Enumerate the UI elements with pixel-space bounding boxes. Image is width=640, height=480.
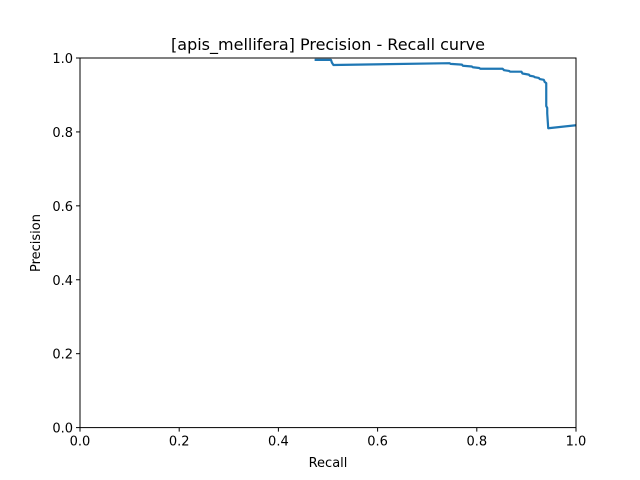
- axes-frame: [79, 57, 577, 429]
- chart-title: [apis_mellifera] Precision - Recall curv…: [171, 35, 485, 55]
- pr-curve-line: [314, 58, 577, 130]
- x-tick-label: 0.6: [367, 435, 388, 450]
- plot-area: 0.0 0.2 0.4 0.6 0.8 1.0 0.0 0.2 0.4 0.6 0.8 1.0: [52, 52, 586, 450]
- y-tick-label: 0.4: [52, 274, 73, 289]
- x-tick-label: 0.4: [268, 435, 289, 450]
- x-tick-label: 0.0: [70, 435, 91, 450]
- y-axis-label: Precision: [29, 214, 44, 272]
- y-tick-label: 1.0: [52, 52, 73, 67]
- y-tick-label: 0.8: [52, 126, 73, 141]
- y-axis-ticks: 0.0 0.2 0.4 0.6 0.8 1.0: [52, 52, 80, 437]
- y-tick-label: 0.2: [52, 348, 73, 363]
- x-tick-label: 0.2: [169, 435, 190, 450]
- series-layer: [314, 58, 577, 130]
- x-tick-label: 0.8: [466, 435, 487, 450]
- y-tick-label: 0.6: [52, 200, 73, 215]
- x-axis-label: Recall: [309, 456, 348, 471]
- x-tick-label: 1.0: [566, 435, 587, 450]
- y-tick-label: 0.0: [52, 422, 73, 437]
- x-axis-ticks: 0.0 0.2 0.4 0.6 0.8 1.0: [70, 427, 587, 450]
